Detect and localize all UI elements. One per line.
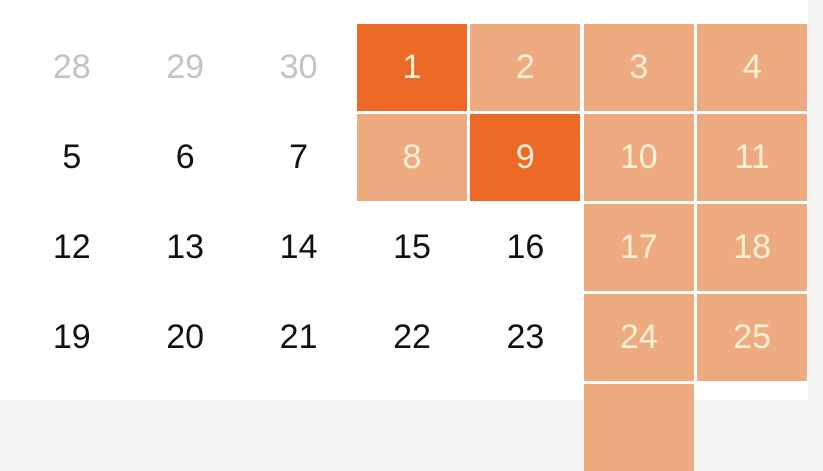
day-cell[interactable]: 21 xyxy=(279,318,318,356)
day-cell-outside[interactable]: 29 xyxy=(166,48,205,86)
day-cell[interactable]: 14 xyxy=(279,228,318,266)
day-cell-range[interactable]: 10 xyxy=(583,114,694,201)
day-cell-range[interactable]: 8 xyxy=(357,114,467,201)
day-cell-range[interactable]: 25 xyxy=(697,294,808,381)
day-cell-outside[interactable]: 30 xyxy=(279,48,318,86)
day-cell-range[interactable]: 17 xyxy=(583,204,694,291)
day-cell[interactable]: 20 xyxy=(166,318,205,356)
day-cell[interactable]: 13 xyxy=(166,228,205,266)
day-cell[interactable]: 23 xyxy=(506,318,545,356)
day-cell[interactable]: 19 xyxy=(52,318,91,356)
day-cell[interactable]: 12 xyxy=(52,228,91,266)
day-cell[interactable]: 6 xyxy=(175,138,195,176)
day-cell-selected[interactable]: 9 xyxy=(470,114,581,201)
day-cell-range[interactable]: 2 xyxy=(470,24,581,111)
day-cell[interactable]: 5 xyxy=(62,138,82,176)
day-cell[interactable]: 15 xyxy=(393,228,431,266)
day-cell-range[interactable] xyxy=(583,384,694,471)
day-cell-range[interactable]: 11 xyxy=(697,114,808,201)
day-cell-outside[interactable]: 28 xyxy=(52,48,91,86)
day-cell[interactable]: 16 xyxy=(506,228,545,266)
day-cell-range[interactable]: 4 xyxy=(697,24,808,111)
day-cell[interactable]: 22 xyxy=(393,318,431,356)
day-cell-selected[interactable]: 1 xyxy=(357,24,467,111)
day-cell-range[interactable]: 3 xyxy=(583,24,694,111)
day-cell-range[interactable]: 18 xyxy=(697,204,808,291)
day-cell-range[interactable]: 24 xyxy=(583,294,694,381)
day-cell[interactable]: 7 xyxy=(289,138,309,176)
